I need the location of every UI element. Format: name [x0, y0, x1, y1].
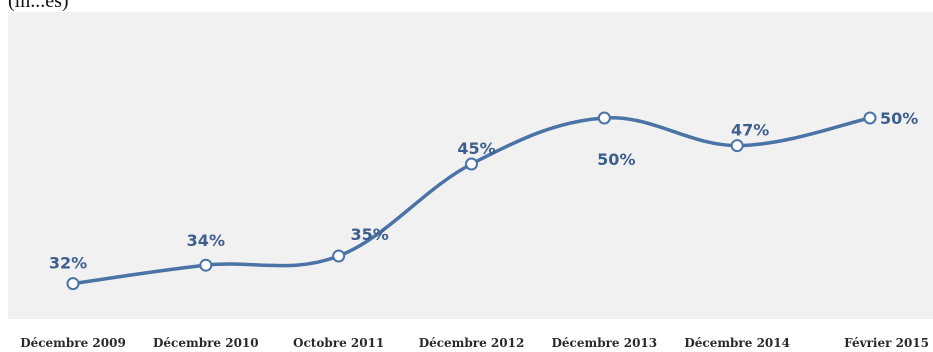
data-point-1 — [66, 277, 80, 291]
category-label-5: Décembre 2013 — [552, 336, 658, 350]
data-label-3: 35% — [351, 225, 389, 244]
data-label-5: 50% — [597, 150, 635, 169]
data-point-3 — [332, 249, 346, 263]
category-label-2: Décembre 2010 — [153, 336, 259, 350]
data-point-layer — [66, 111, 877, 291]
data-point-5 — [597, 111, 611, 125]
category-label-4: Décembre 2012 — [419, 336, 525, 350]
chart-caption: (in...es) — [8, 0, 69, 12]
data-label-7: 50% — [880, 109, 918, 128]
data-label-4: 45% — [457, 139, 495, 158]
category-label-1: Décembre 2009 — [20, 336, 126, 350]
category-label-3: Octobre 2011 — [293, 336, 384, 350]
data-point-7 — [863, 111, 877, 125]
data-point-2 — [199, 258, 213, 272]
data-label-6: 47% — [731, 121, 769, 140]
data-label-2: 34% — [187, 231, 225, 250]
data-point-6 — [730, 139, 744, 153]
category-axis: Décembre 2009 Décembre 2010 Octobre 2011 Dé… — [20, 336, 929, 350]
category-label-6: Décembre 2014 — [684, 336, 790, 350]
data-label-layer: 32% 34% 35% 45% 50% 47% 50% — [49, 109, 918, 273]
category-label-7: Février 2015 — [844, 336, 929, 350]
data-point-4 — [465, 157, 478, 171]
data-label-1: 32% — [49, 254, 87, 273]
